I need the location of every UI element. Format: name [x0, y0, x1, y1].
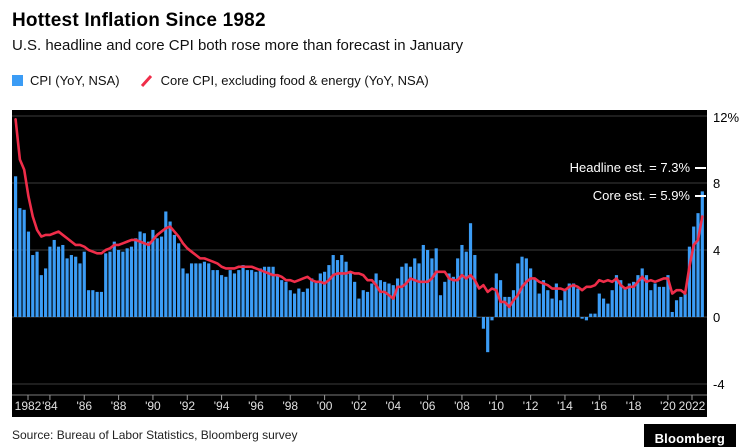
- svg-text:'88: '88: [111, 399, 127, 413]
- cpi-history-chart: 1982'84 '86 '88 '90 '92 '94 '96 '98 '00 '02 '04 '06…: [12, 110, 739, 417]
- svg-text:'16: '16: [591, 399, 607, 413]
- svg-text:'90: '90: [145, 399, 161, 413]
- svg-text:4: 4: [713, 243, 720, 258]
- svg-text:2022: 2022: [679, 399, 706, 413]
- svg-text:'08: '08: [454, 399, 470, 413]
- svg-text:'04: '04: [385, 399, 401, 413]
- bloomberg-logo: Bloomberg: [643, 424, 736, 447]
- svg-text:'14: '14: [557, 399, 573, 413]
- svg-text:'98: '98: [282, 399, 298, 413]
- svg-text:-4: -4: [713, 377, 725, 392]
- svg-text:12%: 12%: [713, 110, 739, 125]
- core-cpi-line: [14, 118, 704, 309]
- chart-title: Hottest Inflation Since 1982: [12, 10, 266, 31]
- cpi-bar-swatch-icon: [12, 75, 23, 86]
- svg-text:'18: '18: [626, 399, 642, 413]
- legend-item-cpi: CPI (YoY, NSA): [12, 73, 120, 88]
- legend-label-core-cpi: Core CPI, excluding food & energy (YoY, …: [160, 73, 429, 88]
- svg-text:'10: '10: [488, 399, 504, 413]
- core-cpi-line-swatch-icon: [140, 74, 154, 88]
- svg-text:'84: '84: [42, 399, 58, 413]
- svg-text:'86: '86: [76, 399, 92, 413]
- legend-label-cpi: CPI (YoY, NSA): [30, 73, 120, 88]
- estimate-annotations: Headline est. = 7.3% Core est. = 5.9%: [570, 160, 706, 203]
- svg-text:1982: 1982: [15, 399, 42, 413]
- chart-legend: CPI (YoY, NSA) Core CPI, excluding food …: [12, 73, 740, 88]
- svg-text:0: 0: [713, 310, 720, 325]
- x-axis-labels: 1982'84 '86 '88 '90 '92 '94 '96 '98 '00 '02 '04 '06…: [15, 395, 706, 413]
- chart-footer: Source: Bureau of Labor Statistics, Bloo…: [0, 417, 740, 447]
- svg-text:'94: '94: [214, 399, 230, 413]
- svg-text:'00: '00: [317, 399, 333, 413]
- svg-text:'20: '20: [660, 399, 676, 413]
- svg-text:'96: '96: [248, 399, 264, 413]
- svg-text:8: 8: [713, 176, 720, 191]
- svg-text:'92: '92: [179, 399, 195, 413]
- svg-text:'02: '02: [351, 399, 367, 413]
- svg-text:'06: '06: [420, 399, 436, 413]
- legend-item-core-cpi: Core CPI, excluding food & energy (YoY, …: [140, 73, 429, 88]
- core-estimate-label: Core est. = 5.9%: [593, 188, 691, 203]
- plot-background: [12, 110, 707, 417]
- headline-estimate-label: Headline est. = 7.3%: [570, 160, 691, 175]
- y-axis-labels: 12% 8 4 0 -4: [713, 110, 739, 392]
- source-note: Source: Bureau of Labor Statistics, Bloo…: [12, 428, 298, 442]
- svg-text:'12: '12: [523, 399, 539, 413]
- chart-subtitle: U.S. headline and core CPI both rose mor…: [12, 37, 464, 54]
- chart-header: Hottest Inflation Since 1982 U.S. headli…: [0, 10, 740, 110]
- cpi-bars: [14, 176, 704, 353]
